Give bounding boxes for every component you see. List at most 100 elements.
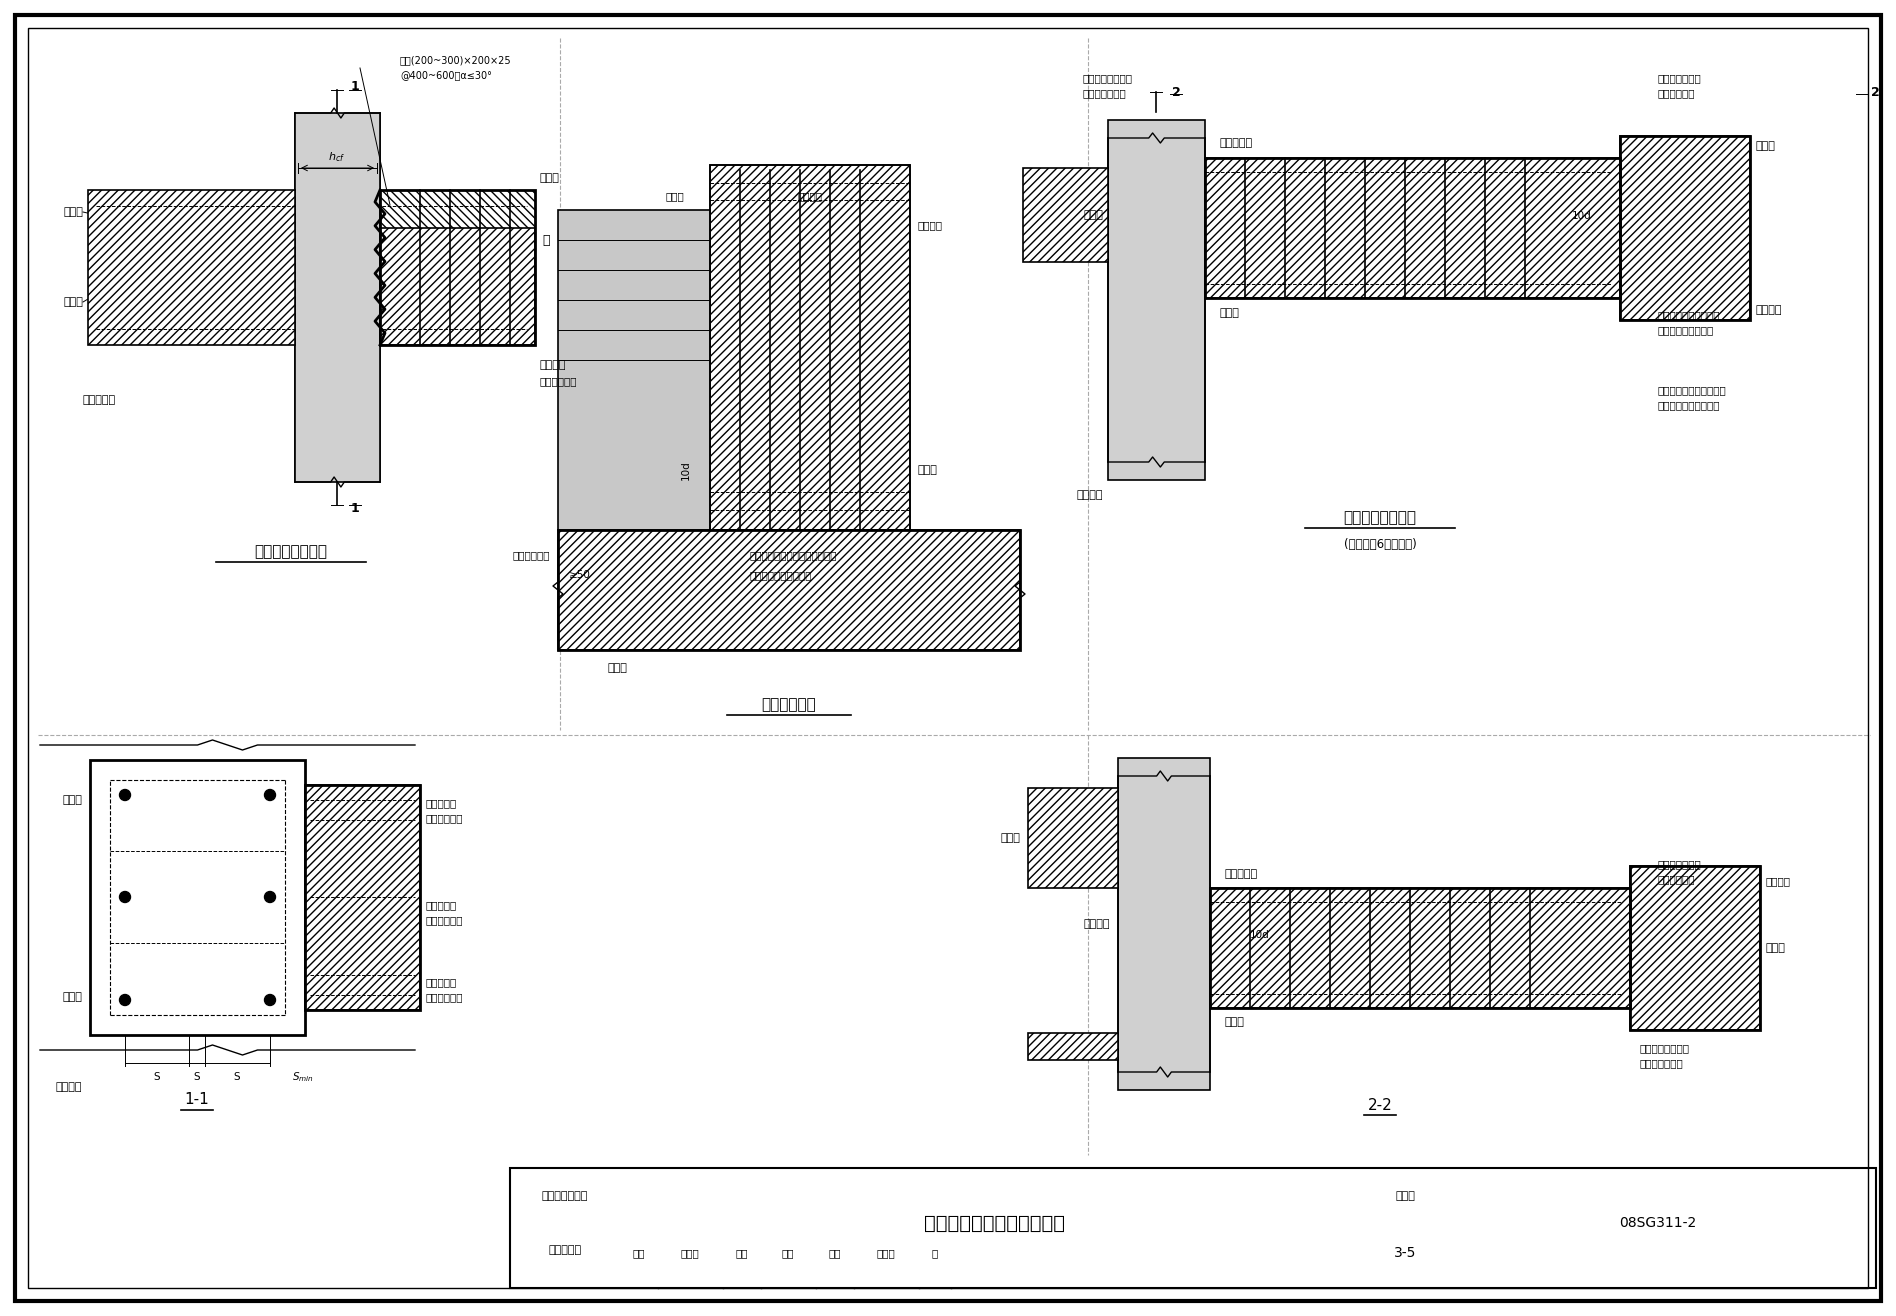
Bar [305,786,421,1009]
Text: 纵梁负筋焊接: 纵梁负筋焊接 [1657,874,1695,884]
Bar [379,190,535,345]
Polygon shape [1028,1033,1119,1059]
Text: 次梁正负钢筋，穿板穿梁，互焊: 次梁正负钢筋，穿板穿梁，互焊 [751,550,838,561]
Text: 外接梁: 外接梁 [63,795,82,805]
Text: $S_{min}$: $S_{min}$ [292,1070,313,1084]
Text: 键槽(200~300)×200×25: 键槽(200~300)×200×25 [400,55,512,64]
Text: 审核: 审核 [633,1248,645,1258]
Text: 梁顶凿槽: 梁顶凿槽 [798,191,823,201]
Text: 10d: 10d [681,461,690,480]
Polygon shape [1206,158,1619,297]
Text: 框架梁接长，主梁外接次梁: 框架梁接长，主梁外接次梁 [925,1213,1066,1233]
Text: 陈瑜: 陈瑜 [781,1248,794,1258]
Text: 接梁负筋，与原: 接梁负筋，与原 [1657,859,1703,869]
Polygon shape [557,530,1020,650]
Text: 外接梁: 外接梁 [1756,141,1777,151]
Text: 纵梁负筋焊接: 纵梁负筋焊接 [1657,88,1695,97]
Text: 2: 2 [1172,86,1181,99]
Text: 接梁盖筋: 接梁盖筋 [1765,876,1792,886]
Text: 化学植入边柱: 化学植入边柱 [427,915,463,925]
Text: 10d: 10d [1572,211,1593,221]
Polygon shape [1210,888,1631,1008]
Text: 化学植入边柱: 化学植入边柱 [427,992,463,1001]
Text: 新增梁: 新增梁 [918,465,939,475]
Text: 接梁盖筋: 接梁盖筋 [1756,305,1782,315]
Text: 露出原纵梁负筋: 露出原纵梁负筋 [1640,1058,1684,1069]
Text: 1-1: 1-1 [184,1092,209,1108]
Text: 外接梁: 外接梁 [540,172,559,183]
Text: 李东彬: 李东彬 [681,1248,700,1258]
Text: 1: 1 [351,80,360,93]
Text: 接梁负筋，: 接梁负筋， [427,797,457,808]
Polygon shape [379,190,535,228]
Text: 原边梁: 原边梁 [999,833,1020,844]
Text: 2-2: 2-2 [1367,1098,1392,1112]
Polygon shape [1024,168,1107,262]
Polygon shape [305,786,421,1009]
Text: 原主梁: 原主梁 [609,663,628,672]
Bar [557,211,709,530]
Text: 原纵架钢筋: 原纵架钢筋 [1219,138,1253,147]
Text: 构件延展与接长: 构件延展与接长 [542,1191,588,1202]
Text: ≥50: ≥50 [569,570,592,580]
Text: 主梁外接次梁: 主梁外接次梁 [762,697,817,712]
Text: 纵梁筋收头段，并板直: 纵梁筋收头段，并板直 [1657,400,1720,411]
Circle shape [119,995,131,1005]
Text: (适用于＜6度设防区): (适用于＜6度设防区) [1344,537,1416,550]
Text: 接梁底筋及腰筋，与原: 接梁底筋及腰筋，与原 [1657,311,1720,320]
Bar [557,530,1020,650]
Text: 接梁腰筋，: 接梁腰筋， [427,900,457,909]
Text: 梁向外延伸: 梁向外延伸 [548,1245,582,1255]
Circle shape [265,995,275,1005]
Text: 框架梁接长，植筋: 框架梁接长，植筋 [254,545,328,559]
Text: 万墨林: 万墨林 [876,1248,895,1258]
Text: 局部凿去保护层，: 局部凿去保护层， [1640,1044,1689,1053]
Text: 露出原纵梁负筋: 露出原纵梁负筋 [1083,88,1126,97]
Text: 原纵梁钢筋: 原纵梁钢筋 [1225,869,1259,879]
Text: 化学植入边柱: 化学植入边柱 [540,376,578,386]
Text: 原边梁: 原边梁 [63,992,82,1001]
Text: 页: 页 [931,1248,939,1258]
Bar [510,1169,1875,1288]
Text: 校对: 校对 [736,1248,749,1258]
Text: 2: 2 [1871,86,1881,99]
Polygon shape [1028,788,1119,888]
Text: 纵梁底筋及腰筋焊接: 纵梁底筋及腰筋焊接 [1657,325,1714,336]
Text: 板: 板 [542,233,550,246]
Text: 边框架柱: 边框架柱 [1077,490,1103,500]
Text: S: S [233,1073,241,1082]
Bar [1107,120,1206,480]
Text: 08SG311-2: 08SG311-2 [1619,1216,1697,1230]
Polygon shape [87,190,296,345]
Text: 接梁纵筋: 接梁纵筋 [540,361,567,370]
Polygon shape [379,228,535,345]
Text: @400~600，α≤30°: @400~600，α≤30° [400,70,491,80]
Text: 边框架柱: 边框架柱 [55,1082,82,1092]
Text: 板桩孔: 板桩孔 [665,191,684,201]
Circle shape [119,790,131,800]
Text: 次梁盖筋: 次梁盖筋 [918,220,942,230]
Text: 设计: 设计 [829,1248,842,1258]
Circle shape [119,891,131,903]
Text: 原纵梁: 原纵梁 [63,297,83,307]
Text: 树脂砂浆抹面: 树脂砂浆抹面 [512,550,550,561]
Polygon shape [1631,866,1759,1030]
Text: 原边框架柱: 原边框架柱 [83,395,116,405]
Circle shape [265,790,275,800]
Text: 外接梁: 外接梁 [1765,944,1786,953]
Text: S: S [193,1073,201,1082]
Text: 接梁正筋，: 接梁正筋， [427,976,457,987]
Text: 原纵梁: 原纵梁 [1225,1017,1246,1026]
Text: S: S [154,1073,161,1082]
Text: 接梁负筋，与原: 接梁负筋，与原 [1657,72,1703,83]
Circle shape [265,891,275,903]
Text: 化学植入边柱: 化学植入边柱 [427,813,463,822]
Text: 图集号: 图集号 [1395,1191,1414,1202]
Bar [1631,866,1759,1030]
Text: 主梁钻孔，后灌结构胶: 主梁钻孔，后灌结构胶 [751,570,813,580]
Text: 局部凿除保护层，露出原: 局部凿除保护层，露出原 [1657,386,1727,395]
Polygon shape [709,164,910,530]
Bar [1619,136,1750,320]
Text: 10d: 10d [1249,930,1270,940]
Text: 边框架柱: 边框架柱 [1083,919,1109,929]
